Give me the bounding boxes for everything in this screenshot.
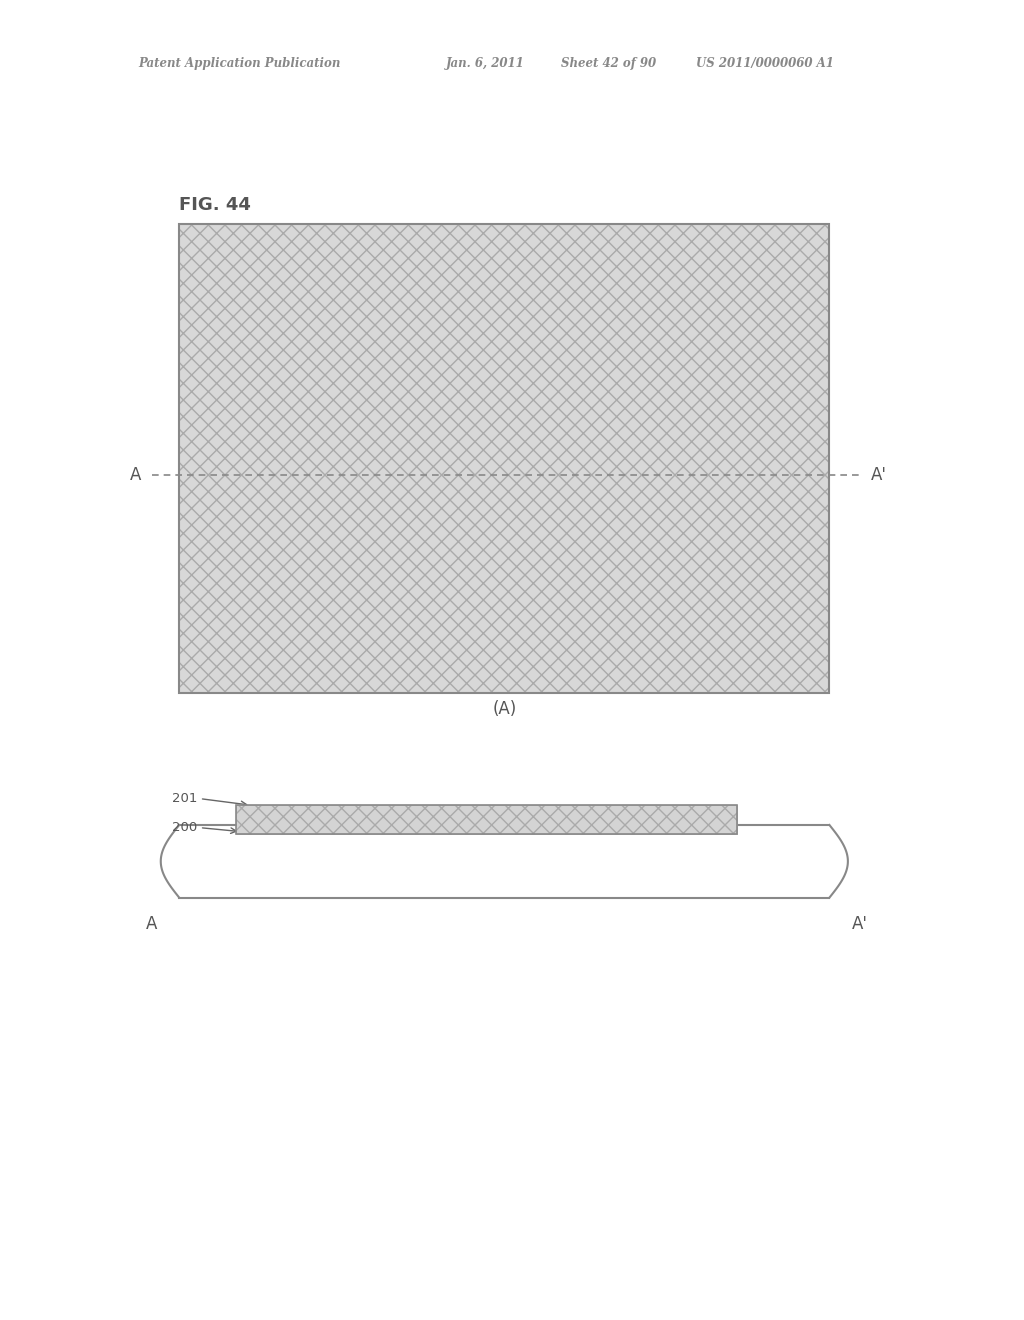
Text: A': A' <box>852 915 868 933</box>
Text: Patent Application Publication: Patent Application Publication <box>138 57 341 70</box>
Text: (A): (A) <box>493 700 517 718</box>
Bar <box>179 224 829 693</box>
Bar <box>236 805 737 834</box>
Text: A: A <box>130 466 141 484</box>
Text: FIG. 44: FIG. 44 <box>179 195 251 214</box>
Bar <box>236 805 737 834</box>
Text: Jan. 6, 2011: Jan. 6, 2011 <box>445 57 524 70</box>
Text: A': A' <box>870 466 887 484</box>
Text: Sheet 42 of 90: Sheet 42 of 90 <box>561 57 656 70</box>
Bar <box>179 224 829 693</box>
Bar <box>179 825 829 898</box>
Text: 201: 201 <box>172 792 198 805</box>
Text: US 2011/0000060 A1: US 2011/0000060 A1 <box>696 57 835 70</box>
Text: 200: 200 <box>172 821 198 834</box>
Text: A: A <box>145 915 158 933</box>
